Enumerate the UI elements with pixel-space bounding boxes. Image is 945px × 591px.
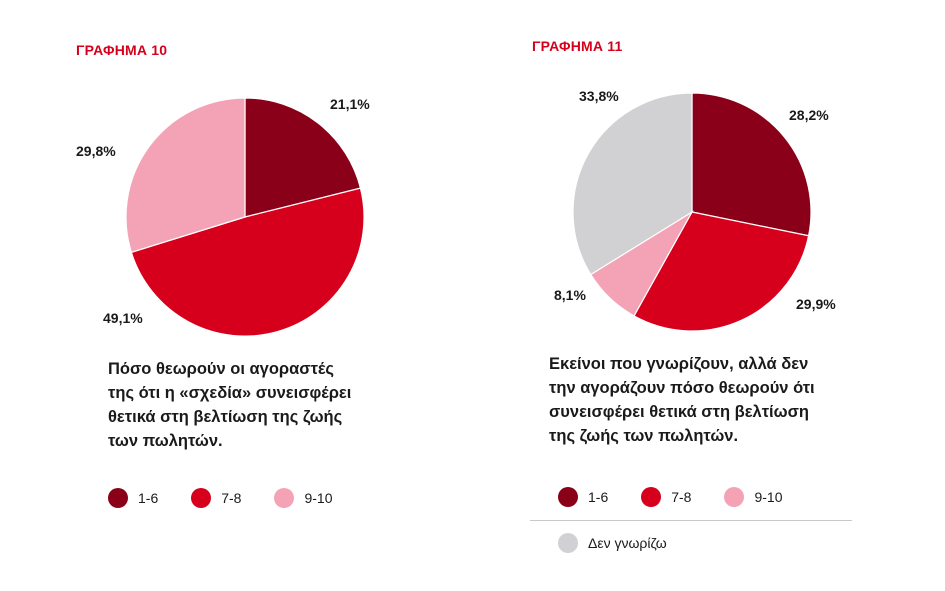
chart-10-panel: ΓΡΑΦΗΜΑ 10 21,1% 49,1% 29,8% Πόσο θεωρού… [0,0,470,591]
label-1-6: 28,2% [789,107,829,123]
chart-10-legend: 1-6 7-8 9-10 [108,488,366,508]
label-9-10: 29,8% [76,143,116,159]
legend-label: 9-10 [754,489,783,505]
chart-11-legend-extra: Δεν γνωρίζω [558,533,700,553]
legend-label: 1-6 [588,489,609,505]
legend-label: 7-8 [671,489,692,505]
label-7-8: 29,9% [796,296,836,312]
chart-10-pie [125,97,365,337]
legend-item-dont-know: Δεν γνωρίζω [558,533,667,553]
caption-line: συνεισφέρει θετικά στη βελτίωση [549,403,809,421]
legend-dot [191,488,212,508]
legend-item-1-6: 1-6 [108,488,158,508]
chart-10-title: ΓΡΑΦΗΜΑ 10 [76,42,168,58]
legend-dot [558,533,578,553]
caption-line: την αγοράζουν πόσο θεωρούν ότι [549,379,815,397]
chart-11-legend: 1-6 7-8 9-10 [558,487,816,507]
legend-item-9-10: 9-10 [274,488,333,508]
legend-label: 7-8 [221,490,242,506]
legend-label: 1-6 [138,490,159,506]
slice-7-8 [130,187,365,337]
caption-line: της ότι η «σχεδία» συνεισφέρει [108,384,352,402]
slice-7-8 [633,211,810,332]
chart-11-panel: ΓΡΑΦΗΜΑ 11 28,2% 29,9% 8,1% 33,8% Εκείνο… [470,0,945,591]
caption-line: των πωλητών. [108,432,223,450]
slice-1-6 [691,92,812,237]
legend-item-1-6: 1-6 [558,487,608,507]
slice-dont-know [572,92,693,276]
legend-item-9-10: 9-10 [724,487,783,507]
legend-label: Δεν γνωρίζω [588,535,667,551]
label-1-6: 21,1% [330,96,370,112]
caption-line: της ζωής των πωλητών. [549,427,739,445]
label-7-8: 49,1% [103,310,143,326]
legend-dot [558,487,578,507]
caption-line: θετικά στη βελτίωση της ζωής [108,408,343,426]
slice-9-10 [125,97,246,254]
legend-dot [274,488,295,508]
caption-line: Πόσο θεωρούν οι αγοραστές [108,360,334,378]
chart-11-pie [572,92,812,332]
legend-label: 9-10 [304,490,333,506]
legend-item-7-8: 7-8 [641,487,691,507]
chart-11-caption: Εκείνοι που γνωρίζουν, αλλά δεν την αγορ… [549,352,815,448]
legend-dot [641,487,662,507]
caption-line: Εκείνοι που γνωρίζουν, αλλά δεν [549,355,809,373]
chart-11-labels: 28,2% 29,9% 8,1% 33,8% [554,88,836,312]
label-dont-know: 33,8% [579,88,619,104]
label-9-10: 8,1% [554,287,586,303]
chart-10-labels: 21,1% 49,1% 29,8% [76,96,370,326]
chart-10-caption: Πόσο θεωρούν οι αγοραστές της ότι η «σχε… [108,357,351,453]
slice-1-6 [244,97,362,218]
legend-item-7-8: 7-8 [191,488,241,508]
legend-divider [530,520,852,521]
legend-dot [108,488,128,508]
chart-11-title: ΓΡΑΦΗΜΑ 11 [532,38,623,54]
legend-dot [724,487,745,507]
